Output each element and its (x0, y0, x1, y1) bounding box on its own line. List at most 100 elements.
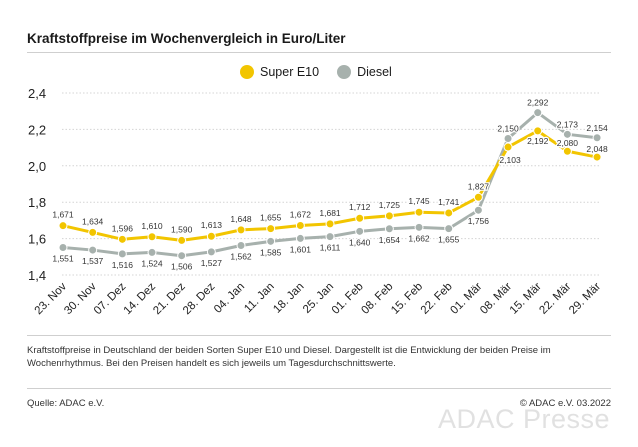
data-label: 1,712 (349, 202, 371, 212)
legend-swatch-super-e10 (240, 65, 254, 79)
data-point (266, 236, 276, 246)
data-point (325, 219, 335, 229)
x-tick-label: 14. Dez (122, 280, 159, 317)
y-tick-label: 2,2 (28, 122, 46, 137)
data-point (206, 247, 216, 257)
x-tick-label: 18. Jan (271, 281, 306, 316)
data-label: 2,080 (557, 138, 579, 148)
data-label: 1,537 (82, 256, 104, 266)
data-label: 1,527 (201, 258, 223, 268)
x-tick-label: 23. Nov (33, 280, 70, 317)
data-point (88, 245, 98, 255)
data-point (236, 225, 246, 235)
y-tick-label: 1,6 (28, 232, 46, 247)
data-label: 1,596 (112, 223, 134, 233)
data-label: 1,655 (438, 235, 460, 245)
data-label: 1,516 (112, 260, 134, 270)
data-point (533, 108, 543, 118)
x-tick-label: 28. Dez (181, 280, 218, 317)
legend-item-super-e10: Super E10 (240, 65, 319, 79)
source-text: Quelle: ADAC e.V. (27, 398, 105, 409)
data-point (147, 247, 157, 257)
data-point (206, 231, 216, 241)
data-point (236, 241, 246, 251)
x-tick-label: 15. Mär (508, 281, 544, 317)
data-label: 1,654 (379, 235, 401, 245)
data-label: 1,662 (408, 233, 430, 243)
data-point (562, 146, 572, 156)
data-label: 1,672 (290, 209, 312, 219)
x-tick-label: 07. Dez (92, 280, 129, 317)
data-label: 2,192 (527, 136, 549, 146)
data-label: 2,103 (499, 155, 521, 165)
data-point (117, 249, 127, 259)
x-tick-label: 30. Nov (62, 280, 99, 317)
legend-item-diesel: Diesel (337, 65, 392, 79)
legend-label-diesel: Diesel (357, 65, 392, 79)
x-tick-label: 01. Mär (448, 281, 484, 317)
data-point (384, 224, 394, 234)
data-label: 2,154 (586, 123, 608, 133)
divider-middle (27, 335, 611, 336)
data-point (295, 233, 305, 243)
x-tick-label: 08. Feb (359, 281, 395, 317)
data-label: 1,562 (230, 252, 252, 262)
x-tick-label: 21. Dez (151, 280, 188, 317)
data-label: 1,671 (52, 210, 74, 220)
divider-top (27, 52, 611, 53)
data-label: 1,640 (349, 237, 371, 247)
y-tick-label: 2,0 (28, 159, 46, 174)
copyright-text: © ADAC e.V. 03.2022 (519, 398, 611, 409)
data-point (355, 226, 365, 236)
data-label: 1,590 (171, 224, 193, 234)
legend-swatch-diesel (337, 65, 352, 79)
data-point (325, 232, 335, 242)
x-tick-label: 08. Mär (478, 281, 514, 317)
data-point (177, 251, 187, 261)
data-point (177, 235, 187, 245)
chart-title: Kraftstoffpreise im Wochenvergleich in E… (27, 31, 346, 46)
data-label: 1,681 (319, 208, 341, 218)
data-label: 1,611 (320, 243, 341, 253)
x-tick-label: 15. Feb (389, 281, 425, 317)
data-label: 1,613 (201, 220, 223, 230)
y-tick-label: 1,4 (28, 268, 46, 283)
data-point (58, 221, 68, 231)
data-point (414, 207, 424, 217)
x-tick-label: 22. Feb (419, 281, 455, 317)
data-point (266, 224, 276, 234)
data-point (444, 224, 454, 234)
data-point (147, 232, 157, 242)
data-point (444, 208, 454, 218)
data-label: 1,551 (52, 254, 74, 264)
divider-bottom (27, 388, 611, 389)
data-point (117, 234, 127, 244)
data-point (295, 220, 305, 230)
watermark-text: ADAC Presse (437, 404, 610, 434)
data-label: 1,610 (141, 221, 163, 231)
data-point (384, 211, 394, 221)
x-tick-label: 11. Jan (242, 281, 277, 316)
data-point (473, 205, 483, 215)
legend: Super E10 Diesel (240, 65, 410, 79)
data-label: 1,524 (141, 258, 163, 268)
data-label: 1,725 (379, 200, 401, 210)
x-tick-label: 01. Feb (330, 281, 366, 317)
data-label: 2,150 (497, 124, 519, 134)
data-label: 1,655 (260, 213, 282, 223)
x-tick-label: 29. Mär (567, 281, 603, 317)
data-point (414, 222, 424, 232)
data-label: 1,601 (290, 244, 312, 254)
chart-caption: Kraftstoffpreise in Deutschland der beid… (27, 345, 551, 369)
x-tick-label: 04. Jan (212, 281, 247, 316)
data-point (58, 243, 68, 253)
data-label: 1,585 (260, 247, 282, 257)
data-label: 2,292 (527, 98, 549, 108)
y-tick-label: 1,8 (28, 195, 46, 210)
x-tick-label: 22. Mär (537, 281, 573, 317)
data-label: 1,648 (230, 214, 252, 224)
data-point (503, 142, 513, 152)
data-label: 2,173 (557, 119, 579, 129)
data-point (562, 129, 572, 139)
